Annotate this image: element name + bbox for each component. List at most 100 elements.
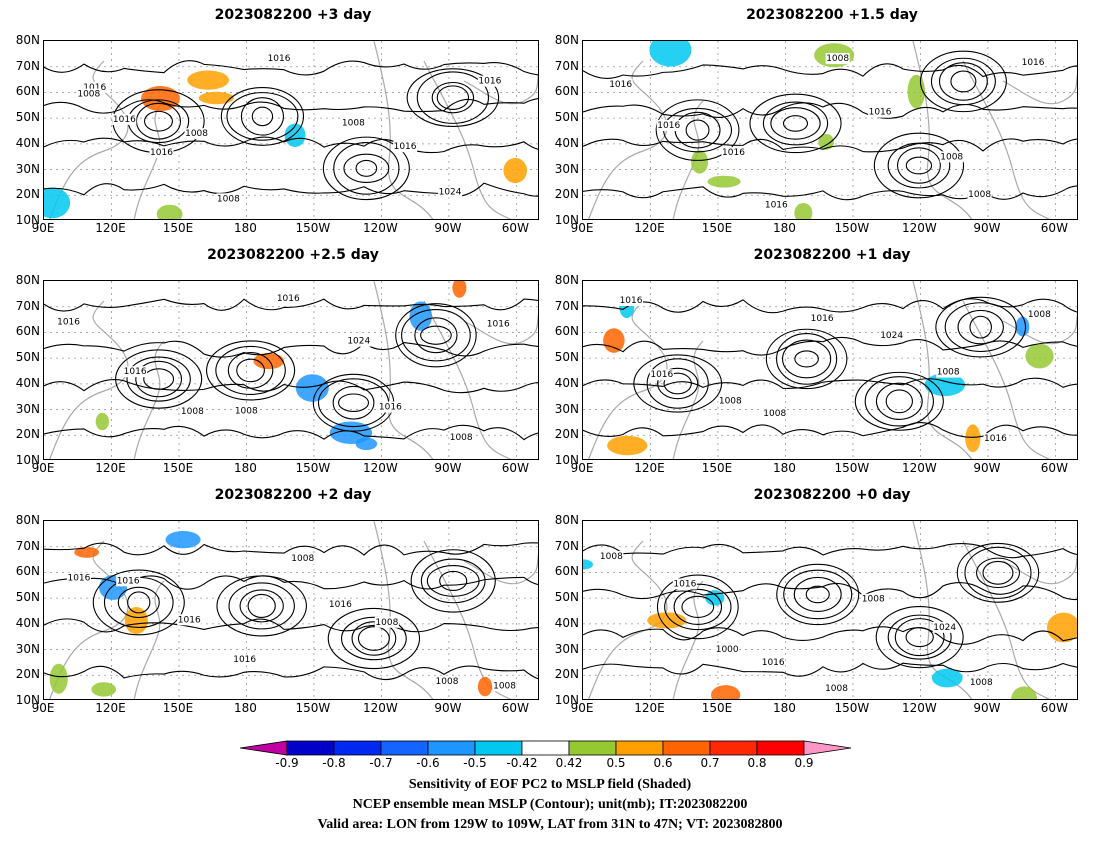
map-svg: 1016 1016 1016 1016 1008 1016 1008 1008 1008 [44,521,538,699]
isobar-label-bg [267,53,292,65]
isobar-label-bg [983,433,1008,445]
isobar-contour [135,102,182,140]
isobar-label-bg [936,366,961,378]
isobar-label: 1016 [117,576,140,586]
lon-tick-label: 120W [363,221,398,235]
lat-tick-label: 40N [15,135,40,150]
lat-tick-label: 40N [554,375,579,390]
isobar-contour [930,57,996,106]
sensitivity-shading [49,663,68,694]
isobar-contour [873,132,965,199]
isobar-label: 1016 [869,108,892,118]
sensitivity-shading [477,676,493,697]
isobar-contour [583,63,1077,79]
map-svg: 1016101610081008101610081016102410161008… [44,41,538,219]
isobar-contour [776,333,838,385]
lon-tick-label: 180 [772,221,796,235]
coastline [423,540,512,699]
panel-title-2: 2023082200 +1.5 day [746,7,918,23]
sensitivity-shading [931,668,963,688]
isobar-contour [431,81,475,114]
isobar-label: 1016 [984,434,1007,444]
sensitivity-shading [295,374,329,402]
isobar-contour [957,309,1004,345]
isobar-contour [583,626,1077,645]
isobar-label-bg [216,193,241,205]
isobar-label: 1016 [178,615,201,625]
isobar-contour [583,138,1077,153]
lon-tick-label: 150W [295,701,331,715]
lon-tick-label: 150W [834,461,870,475]
isobar-label: 1016 [394,142,417,152]
coastline [373,281,434,459]
isobar-contour [357,626,390,651]
colorbar-tick-label: 0.5 [606,756,626,770]
lat-tick-label: 50N [15,350,40,365]
isobar-contour [685,119,710,141]
lon-tick-label: 150E [701,221,733,235]
isobar-label-bg [82,81,107,93]
isobar-label: 1008 [970,678,993,688]
lon-tick-label: 150W [295,221,331,235]
lon-tick-label: 180 [233,701,257,715]
isobar-label: 1016 [268,54,291,64]
isobar-label-bg [232,654,257,666]
isobar-contour [646,358,709,409]
map-panel-plus0: 1008 1016 1000 1016 1008 1008 1024 1008 [582,520,1078,700]
colorbar-tick-label: -0.8 [322,756,346,770]
isobar-contour [656,574,739,640]
isobar-contour [583,102,1077,119]
isobar-contour [664,583,732,631]
isobar-contour [875,605,964,669]
isobar-label: 1016 [673,579,696,589]
sensitivity-shading [198,91,234,105]
isobar-label-bg [824,682,849,694]
sensitivity-shading [710,685,741,699]
isobar-contour [583,422,1077,438]
isobar-label-bg [1027,309,1052,321]
lon-tick-label: 60W [1040,221,1068,235]
lat-tick-label: 20N [554,667,579,682]
isobar-contour [905,156,933,175]
isobar-label-bg [76,88,101,100]
isobar-label-bg [762,408,787,420]
sensitivity-shading [1025,343,1054,369]
isobar-label-bg [56,316,81,328]
lon-tick-label: 90W [973,701,1001,715]
isobar-contour [919,50,1007,113]
isobar-contour [681,595,715,618]
map-panel-plus1p5: 1016 1016 1016 1016 1008 1016 1008 1008 1016 [582,40,1078,220]
isobar-contour [439,570,468,591]
colorbar-box [615,740,664,756]
isobar-contour [322,136,410,201]
lat-tick-label: 80N [15,33,40,47]
isobar-contour [896,147,941,184]
isobar-contour [935,296,1027,358]
sensitivity-shading [1046,612,1077,643]
lon-tick-label: 90W [973,221,1001,235]
isobar-contour [44,542,538,556]
isobar-contour [127,591,151,614]
isobar-label-bg [619,295,644,307]
isobar-label: 1008 [940,152,963,162]
colorbar-arrow-right [803,740,852,756]
isobar-label: 1016 [57,317,80,327]
isobar-label-bg [290,552,315,564]
isobar-label: 1016 [329,600,352,610]
isobar-contour [426,565,480,597]
lon-tick-label: 150W [295,461,331,475]
lat-tick-label: 80N [15,513,40,527]
colorbar-arrow-left [240,740,288,756]
sensitivity-shading [284,123,306,148]
isobar-contour [332,385,375,420]
isobar-label: 1024 [347,337,370,347]
lon-tick-label: 90W [434,221,462,235]
coastline [588,60,668,219]
isobar-label: 1016 [83,83,106,93]
isobar-contour [333,141,400,195]
coastline [912,281,973,459]
colorbar-tick-label: 0.8 [747,756,767,770]
map-panel-plus1: 1016 1016 1008 1008 1016 1024 1008 1016 1008 [582,280,1078,460]
colorbar-box [709,740,758,756]
lon-tick-label: 90E [31,461,55,475]
